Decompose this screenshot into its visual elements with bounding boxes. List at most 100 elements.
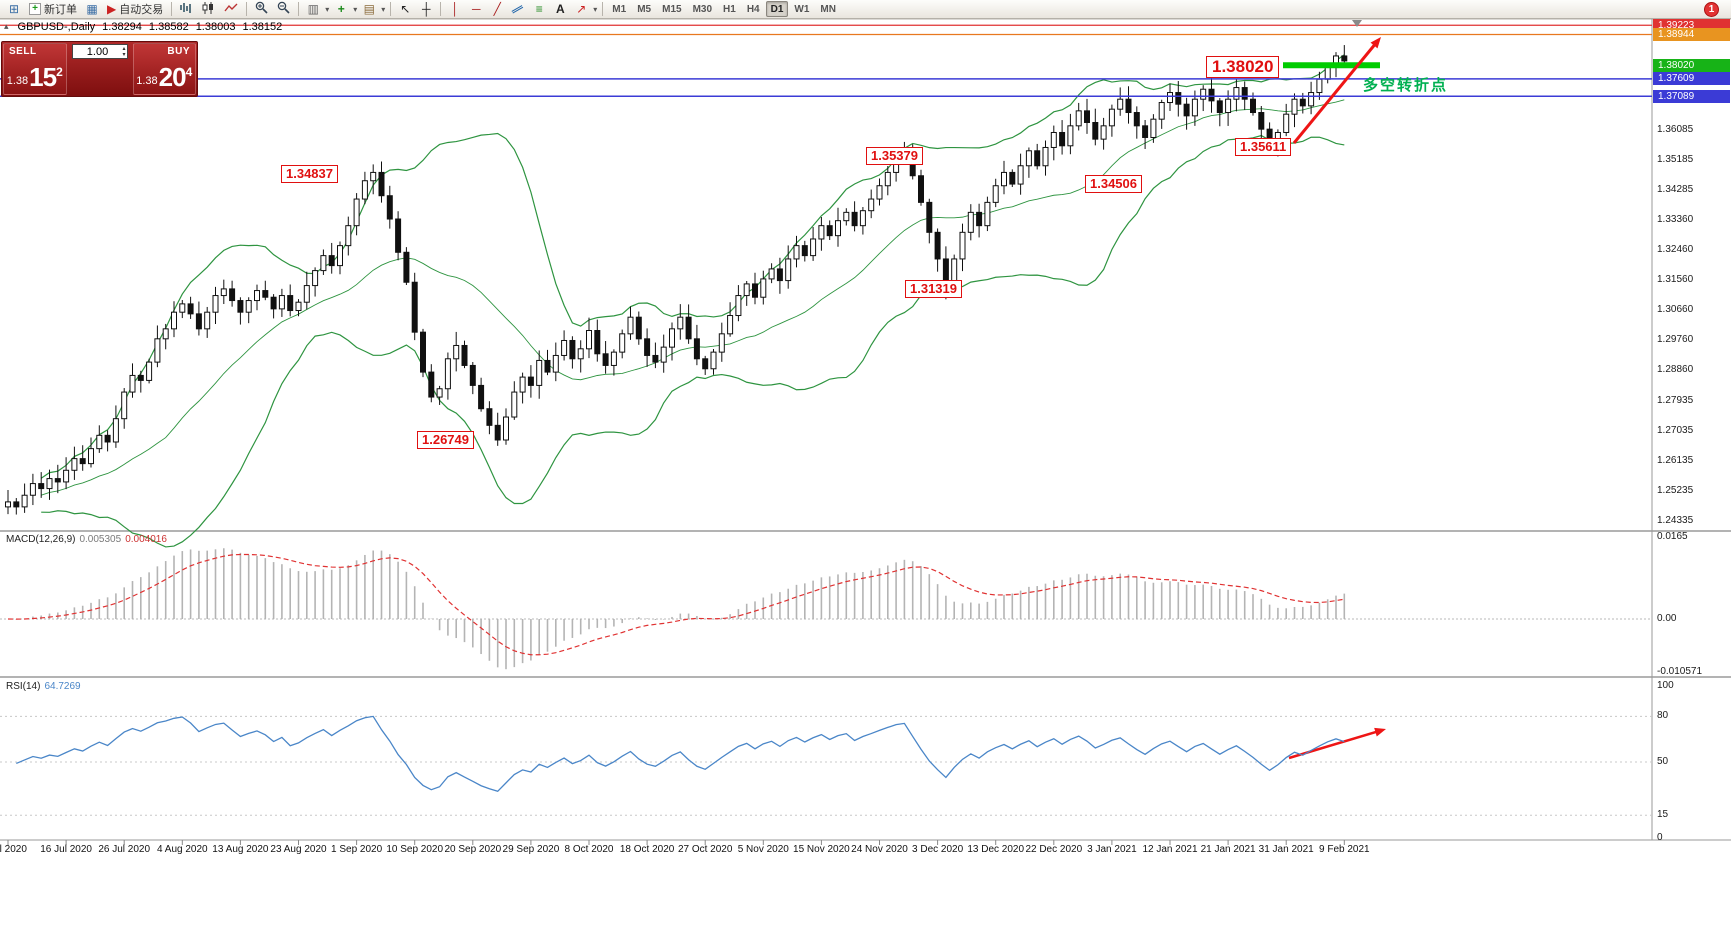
candle-body — [743, 283, 750, 297]
horizontal-line-icon: ─ — [472, 2, 481, 16]
rsi-scale-label: 100 — [1657, 680, 1674, 691]
volume-stepper[interactable]: ▴ ▾ — [122, 46, 126, 58]
price-annotation[interactable]: 1.38020 — [1206, 56, 1280, 78]
chart-windows-button[interactable]: ▦ — [82, 1, 102, 18]
tile-windows-dropdown[interactable]: ▾ — [325, 4, 330, 14]
new-chart-button[interactable]: ⊞ — [4, 1, 24, 18]
price-annotation[interactable]: 1.34837 — [281, 165, 338, 183]
date-label: 31 Jan 2021 — [1258, 844, 1314, 855]
candle-body — [378, 171, 385, 197]
candle-body — [1150, 118, 1157, 138]
volume-input[interactable]: 1.00 ▴ ▾ — [71, 44, 128, 59]
candle-body — [710, 351, 717, 370]
line-chart-button[interactable] — [220, 1, 242, 18]
date-label: 9 Feb 2021 — [1318, 844, 1370, 855]
cursor-icon: ↖ — [400, 2, 411, 16]
timeframe-d1-button[interactable]: D1 — [765, 1, 789, 17]
buy-label: BUY — [167, 46, 190, 57]
sell-button[interactable]: SELL 1.38 15 2 — [3, 43, 67, 95]
candle-body — [1042, 146, 1049, 167]
templates-dropdown[interactable]: ▾ — [381, 4, 386, 14]
candle-body — [13, 501, 20, 508]
sell-label: SELL — [9, 46, 37, 57]
price-annotation[interactable]: 1.35379 — [866, 147, 923, 165]
toolbar-separator — [390, 2, 392, 16]
toolbar-separator — [171, 2, 173, 16]
indicators-dropdown[interactable]: ▾ — [353, 4, 358, 14]
notification-badge[interactable]: 1 — [1704, 1, 1719, 17]
candle-body — [1025, 150, 1032, 167]
price-annotation[interactable]: 1.31319 — [905, 280, 962, 298]
crosshair-tool-button[interactable]: ┼ — [416, 1, 436, 18]
chart-shift-marker[interactable] — [1352, 20, 1362, 27]
horizontal-line-tool-button[interactable]: ─ — [466, 1, 486, 18]
bar-chart-button[interactable] — [176, 1, 197, 18]
zoom-in-button[interactable] — [251, 1, 272, 18]
collapse-oneclick-icon[interactable]: ▴ — [4, 21, 9, 31]
candle-body — [859, 210, 866, 227]
candle-body — [345, 225, 352, 247]
text-tool-button[interactable]: A — [550, 1, 570, 18]
candle-body — [229, 288, 236, 302]
timeframe-m30-button[interactable]: M30 — [688, 1, 717, 17]
macd-signal-line — [7, 553, 1345, 656]
cursor-tool-button[interactable]: ↖ — [395, 1, 415, 18]
rsi-trend-arrow[interactable] — [1288, 729, 1381, 760]
volume-value: 1.00 — [86, 45, 109, 58]
price-annotation[interactable]: 1.34506 — [1085, 175, 1142, 193]
arrow-tools-dropdown[interactable]: ▾ — [593, 4, 598, 14]
candle-body — [1084, 110, 1090, 124]
candle-body — [1034, 150, 1041, 167]
candle-body — [245, 300, 252, 313]
candle-body — [959, 231, 966, 260]
volume-up-icon[interactable]: ▴ — [122, 45, 126, 52]
auto-trading-button[interactable]: ▶ 自动交易 — [103, 1, 167, 18]
trendline-tool-button[interactable]: ╱ — [487, 1, 507, 18]
volume-down-icon[interactable]: ▾ — [122, 51, 126, 58]
candle-body — [536, 359, 543, 386]
timeframe-mn-button[interactable]: MN — [815, 1, 841, 17]
date-label: 29 Sep 2020 — [502, 844, 560, 855]
indicators-button[interactable]: + — [331, 1, 351, 18]
trend-arrow[interactable] — [1292, 40, 1379, 144]
indicators-plus-icon: + — [337, 2, 345, 16]
candle-body — [1117, 98, 1124, 110]
candlestick-chart-button[interactable] — [198, 1, 219, 18]
candle-body — [793, 245, 800, 260]
date-label: 21 Jan 2021 — [1200, 844, 1256, 855]
new-chart-icon: ⊞ — [8, 2, 20, 16]
channel-tool-button[interactable]: ∥ — [508, 1, 528, 18]
timeframe-h4-button[interactable]: H4 — [742, 1, 765, 17]
buy-button[interactable]: BUY 1.38 20 4 — [132, 43, 196, 95]
candle-body — [320, 255, 327, 272]
candle-body — [760, 278, 767, 298]
timeframe-m15-button[interactable]: M15 — [657, 1, 686, 17]
candle-body — [171, 311, 177, 330]
tile-windows-button[interactable]: ▥ — [303, 1, 323, 18]
candle-body — [1100, 125, 1107, 140]
templates-button[interactable]: ▤ — [359, 1, 379, 18]
date-label: 13 Aug 2020 — [212, 844, 269, 855]
candle-body — [1341, 55, 1348, 62]
candle-body — [544, 359, 551, 373]
arrow-tools-button[interactable]: ↗ — [571, 1, 591, 18]
price-annotation[interactable]: 1.26749 — [417, 431, 474, 449]
one-click-trading-panel: SELL 1.38 15 2 1.00 ▴ ▾ BUY 1.38 20 4 — [1, 41, 198, 97]
bull-bear-turning-point-note[interactable]: 多空转折点 — [1363, 77, 1449, 94]
fibonacci-tool-button[interactable]: ≡ — [529, 1, 549, 18]
date-label: 8 Oct 2020 — [564, 844, 614, 855]
timeframe-m1-button[interactable]: M1 — [607, 1, 631, 17]
macd-main-value: 0.005305 — [79, 534, 122, 545]
vertical-line-tool-button[interactable]: │ — [445, 1, 465, 18]
new-order-button[interactable]: + 新订单 — [25, 1, 81, 18]
price-annotation[interactable]: 1.35611 — [1235, 138, 1292, 156]
timeframe-m5-button[interactable]: M5 — [632, 1, 656, 17]
timeframe-h1-button[interactable]: H1 — [718, 1, 741, 17]
date-label: Jul 2020 — [0, 844, 27, 855]
date-label: 3 Jan 2021 — [1087, 844, 1137, 855]
candle-body — [96, 434, 103, 450]
zoom-out-button[interactable] — [273, 1, 294, 18]
timeframe-w1-button[interactable]: W1 — [789, 1, 814, 17]
macd-scale-label: 0.0165 — [1657, 530, 1688, 542]
